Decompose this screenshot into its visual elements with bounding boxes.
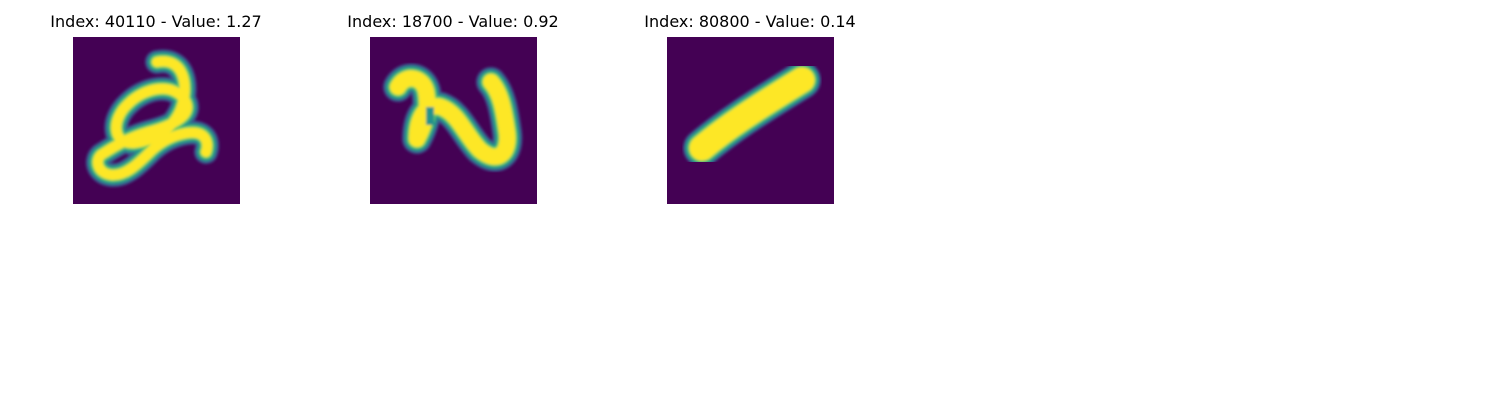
digit-panel-1: Index: 40110 - Value: 1.27 (6, 0, 306, 210)
digit-image-3 (667, 37, 834, 204)
panel-title-2: Index: 18700 - Value: 0.92 (347, 12, 559, 31)
digit-image-2 (370, 37, 537, 204)
panel-title-1: Index: 40110 - Value: 1.27 (50, 12, 262, 31)
digit-panel-2: Index: 18700 - Value: 0.92 (303, 0, 603, 210)
panel-title-3: Index: 80800 - Value: 0.14 (644, 12, 856, 31)
digit-panel-3: Index: 80800 - Value: 0.14 (600, 0, 900, 210)
digit-image-1 (73, 37, 240, 204)
